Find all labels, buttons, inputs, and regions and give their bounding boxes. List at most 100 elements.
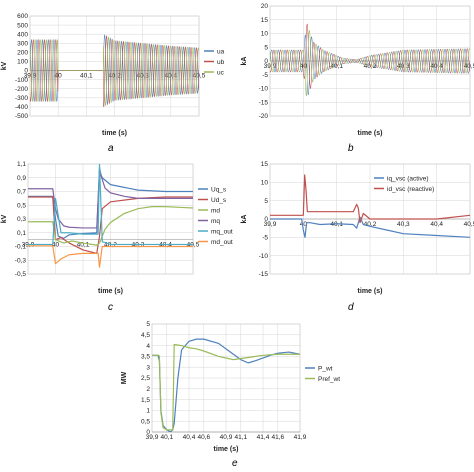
x-tick-label: 40,5: [464, 221, 474, 228]
x-axis-title: time (s): [358, 130, 383, 137]
x-tick-label: 40,1: [160, 434, 173, 441]
y-tick-label: 1,1: [17, 161, 26, 168]
legend-label: ub: [217, 59, 225, 66]
x-tick-label: 40,4: [183, 434, 196, 441]
caption-e: e: [232, 458, 238, 469]
y-tick-label: 4,5: [141, 332, 150, 339]
y-tick-label: -10: [259, 86, 269, 93]
x-tick-label: 40,4: [165, 73, 178, 80]
y-tick-label: 10: [261, 180, 269, 187]
y-tick-label: 600: [17, 13, 28, 20]
y-tick-label: 20: [261, 3, 269, 10]
series-line-d-iq-vsc-active-: [270, 216, 470, 238]
chart-a: -500 -400 -300 -200 -100 0 100 200 300 400 500 600 3…: [1, 13, 225, 137]
y-tick-label: 2,5: [141, 375, 150, 382]
y-tick-label: -200: [15, 86, 28, 93]
x-axis-title: time (s): [102, 130, 127, 137]
x-tick-label: 40,3: [397, 63, 410, 70]
x-tick-label: 39,9: [264, 221, 277, 228]
x-tick-label: 39,9: [146, 434, 159, 441]
y-tick-label: -300: [15, 95, 28, 102]
y-tick-label: 0,1: [17, 230, 26, 237]
y-tick-label: 0: [24, 68, 28, 75]
chart-e: 0 0,5 1 1,5 2 2,5 3 3,5 4 4,5 5 39,9 40,1 40,4 40,6 40,…: [121, 321, 340, 453]
x-tick-label: 40,2: [104, 242, 117, 249]
caption-b: b: [348, 143, 354, 154]
y-tick-label: -10: [259, 253, 269, 260]
legend-label: md_out: [211, 239, 233, 246]
x-tick-label: 40,4: [430, 63, 443, 70]
chart-d: -15 -10 -5 0 5 10 15 39,9 40 40,1 40,2 40,3 40,4 40,5…: [241, 161, 474, 295]
x-tick-label: 40,3: [136, 73, 149, 80]
y-tick-label: 0,3: [17, 216, 26, 223]
series-line-d-id-vsc-reactive-: [270, 174, 470, 224]
x-axis-title: time (s): [98, 288, 123, 295]
x-tick-label: 40,5: [193, 73, 206, 80]
legend-label: mq: [211, 218, 220, 225]
x-tick-label: 41,4: [257, 434, 270, 441]
y-axis-title: kA: [241, 215, 248, 224]
y-tick-label: -0,1: [15, 244, 27, 251]
caption-a: a: [108, 143, 114, 154]
y-axis-title: MW: [121, 371, 128, 384]
legend-label: Pref_wt: [318, 376, 340, 383]
y-tick-label: 3,5: [141, 354, 150, 361]
y-tick-label: 15: [261, 17, 269, 24]
y-tick-label: -0,3: [15, 257, 27, 264]
x-tick-label: 40,1: [80, 73, 93, 80]
legend-label: Ud_s: [211, 197, 227, 204]
y-tick-label: 1: [146, 408, 150, 415]
x-tick-label: 40,9: [220, 434, 233, 441]
x-tick-label: 41,6: [271, 434, 284, 441]
y-tick-label: -15: [259, 99, 269, 106]
y-tick-label: -15: [259, 271, 269, 278]
y-tick-label: 0: [146, 429, 150, 436]
x-tick-label: 39,9: [22, 242, 35, 249]
x-tick-label: 41,9: [294, 434, 307, 441]
y-tick-label: 5: [146, 321, 150, 328]
y-tick-label: -100: [15, 77, 28, 84]
legend-label: mq_out: [211, 228, 233, 235]
y-tick-label: 200: [17, 50, 28, 57]
x-tick-label: 40: [52, 242, 60, 249]
y-axis-title: kA: [241, 57, 248, 66]
y-tick-label: 10: [261, 31, 269, 38]
y-tick-label: 4: [146, 343, 150, 350]
y-tick-label: 0: [264, 216, 268, 223]
y-tick-label: 0,7: [17, 189, 26, 196]
x-tick-label: 40,4: [430, 221, 443, 228]
series-line-c-mq: [28, 170, 193, 229]
y-tick-label: 0: [264, 58, 268, 65]
x-axis-title: time (s): [358, 288, 383, 295]
x-tick-label: 40,2: [108, 73, 121, 80]
legend-label: id_vsc (reactive): [387, 186, 434, 193]
x-tick-label: 39,9: [24, 73, 37, 80]
x-tick-label: 40,2: [364, 221, 377, 228]
series-line-c-mq-out: [28, 164, 193, 246]
x-tick-label: 40,5: [464, 63, 474, 70]
y-tick-label: 500: [17, 22, 28, 29]
y-tick-label: 100: [17, 59, 28, 66]
legend-label: Uq_s: [211, 186, 227, 193]
y-tick-label: 0,9: [17, 175, 26, 182]
caption-c: c: [108, 302, 113, 313]
y-tick-label: 1,5: [141, 397, 150, 404]
series-line-e-pref-wt: [152, 343, 300, 431]
x-tick-label: 40: [300, 63, 308, 70]
x-tick-label: 40,3: [397, 221, 410, 228]
x-tick-label: 40,4: [159, 242, 172, 249]
x-tick-label: 40,1: [330, 221, 343, 228]
y-tick-label: 400: [17, 31, 28, 38]
y-tick-label: -20: [259, 113, 269, 120]
legend-label: md: [211, 207, 220, 214]
series-line-b-0: [270, 34, 470, 96]
legend-label: iq_vsc (active): [387, 175, 429, 182]
legend-label: P_wt: [318, 365, 333, 372]
y-tick-label: 15: [261, 161, 269, 168]
series-line-c-md-out: [28, 245, 193, 268]
x-tick-label: 40: [300, 221, 308, 228]
x-tick-label: 41,1: [234, 434, 247, 441]
y-tick-label: 0,5: [141, 418, 150, 425]
